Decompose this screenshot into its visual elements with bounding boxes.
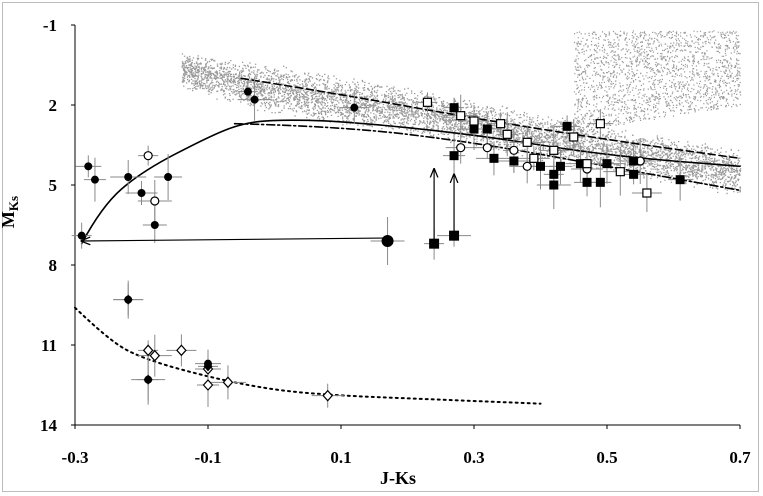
point-open-diamond (202, 379, 214, 391)
point-filled-circle (164, 173, 173, 181)
point-open-circle (522, 161, 532, 171)
axes (71, 24, 741, 429)
point-filled-circle (150, 221, 159, 229)
point-open-square (595, 119, 605, 129)
point-filled-circle (243, 87, 252, 96)
point-filled-square (595, 177, 605, 187)
point-open-diamond (176, 344, 187, 357)
x-tick-label: 0.7 (729, 448, 751, 467)
point-filled-square (509, 156, 519, 166)
point-open-circle (143, 151, 153, 161)
point-filled-square (602, 159, 612, 169)
x-tick-label: 0.1 (330, 448, 351, 467)
point-filled-square (549, 180, 559, 190)
arrows (82, 169, 454, 241)
point-filled-square (562, 121, 572, 131)
point-filled-square (549, 169, 559, 179)
point-open-diamond (322, 389, 334, 402)
point-filled-square (582, 177, 592, 187)
point-filled-square (555, 161, 565, 171)
point-open-circle (482, 143, 492, 153)
y-tick-label: 5 (49, 176, 58, 195)
x-tick-label: 0.3 (463, 448, 484, 467)
point-filled-square (449, 230, 460, 241)
point-filled-circle (137, 189, 146, 197)
point-open-square (502, 129, 512, 139)
point-open-circle (509, 145, 519, 155)
point-filled-square (629, 169, 639, 179)
point-open-square (615, 167, 625, 177)
point-open-diamond (222, 376, 234, 389)
point-filled-circle (124, 173, 133, 181)
point-filled-square (536, 161, 545, 171)
y-tick-label: 14 (40, 416, 58, 435)
point-filled-circle (90, 175, 99, 184)
point-filled-diamond (123, 294, 133, 305)
y-tick-label: 11 (41, 336, 57, 355)
point-open-circle (456, 143, 466, 153)
point-open-square (549, 145, 559, 155)
point-open-square (496, 119, 506, 129)
y-tick-label: 2 (49, 96, 58, 115)
arrow (82, 238, 388, 241)
x-axis-label: J-Ks (380, 468, 416, 488)
point-open-square (569, 132, 579, 142)
point-filled-diamond (203, 361, 213, 372)
y-tick-label: 8 (49, 256, 58, 275)
point-open-square (522, 137, 532, 147)
curve-dotted (74, 306, 542, 405)
point-filled-square (489, 153, 499, 163)
x-tick-label: 0.5 (596, 448, 617, 467)
curve-solid (80, 119, 741, 245)
curve-dash-dot (233, 122, 741, 192)
point-open-diamond (149, 349, 161, 362)
point-filled-square (429, 238, 440, 249)
point-filled-circle (381, 235, 394, 247)
point-filled-diamond (143, 374, 153, 385)
point-filled-square (449, 103, 459, 113)
point-open-square (529, 153, 539, 163)
point-open-circle (150, 196, 160, 206)
point-filled-circle (77, 231, 86, 240)
point-filled-circle (350, 103, 359, 112)
point-filled-square (575, 159, 585, 169)
tick-labels: -0.3 -0.1 0.1 0.3 0.5 0.7 -1 2 5 8 11 14 (40, 16, 751, 467)
point-open-square (456, 111, 466, 121)
point-filled-square (449, 151, 459, 161)
point-filled-circle (84, 162, 93, 171)
point-open-square (642, 188, 652, 198)
y-axis-label: MKs (0, 196, 21, 228)
point-open-square (582, 159, 592, 169)
point-open-square (422, 97, 433, 107)
point-open-square (469, 116, 479, 126)
point-filled-square (675, 175, 685, 185)
x-tick-label: -0.1 (195, 448, 222, 467)
y-tick-label: -1 (43, 16, 57, 35)
point-filled-square (629, 156, 639, 166)
point-filled-square (469, 124, 479, 134)
point-filled-circle (250, 95, 259, 104)
point-open-diamond (142, 344, 154, 357)
model-curves (74, 77, 741, 405)
data-points (77, 87, 685, 402)
point-filled-square (482, 124, 492, 134)
x-tick-label: -0.3 (62, 448, 89, 467)
